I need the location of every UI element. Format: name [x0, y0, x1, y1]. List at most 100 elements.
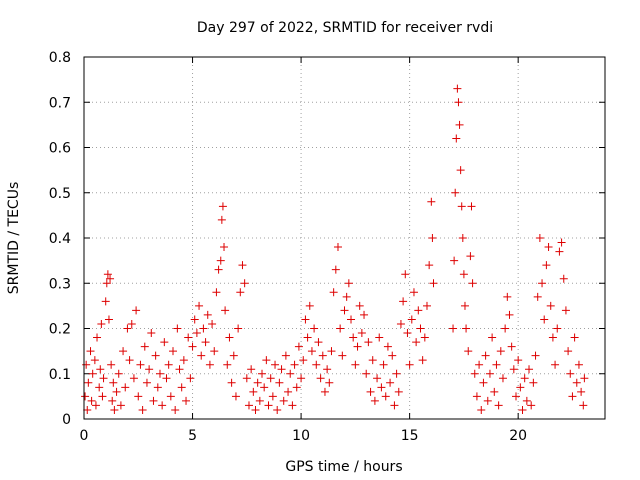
data-point	[253, 378, 262, 387]
data-point	[455, 120, 464, 129]
data-point	[386, 378, 395, 387]
x-tick-label: 0	[80, 428, 89, 444]
data-point	[485, 369, 494, 378]
data-point	[377, 383, 386, 392]
data-point	[329, 288, 338, 297]
data-point	[225, 333, 234, 342]
data-point	[201, 338, 210, 347]
data-point	[566, 369, 575, 378]
data-point	[468, 279, 477, 288]
x-tick-label: 15	[401, 428, 419, 444]
data-point	[155, 369, 164, 378]
data-point	[147, 329, 156, 338]
data-point	[229, 351, 238, 360]
data-point	[452, 134, 461, 143]
data-point	[425, 261, 434, 270]
y-tick-label: 0.3	[49, 276, 71, 292]
data-point	[355, 301, 364, 310]
data-point	[262, 356, 271, 365]
data-point	[162, 374, 171, 383]
data-point	[258, 369, 267, 378]
data-point	[501, 324, 510, 333]
data-point	[577, 387, 586, 396]
y-tick-label: 0.4	[49, 231, 71, 247]
data-point	[470, 369, 479, 378]
data-point	[544, 243, 553, 252]
data-point	[405, 360, 414, 369]
data-point	[84, 378, 93, 387]
data-point	[132, 306, 141, 315]
data-point	[466, 252, 475, 261]
data-point	[338, 351, 347, 360]
data-point	[529, 378, 538, 387]
data-point	[454, 98, 463, 107]
data-point	[453, 84, 462, 93]
data-point	[507, 342, 516, 351]
data-point	[119, 347, 128, 356]
data-point	[203, 310, 212, 319]
data-point	[151, 351, 160, 360]
x-tick-label: 20	[509, 428, 527, 444]
data-point	[212, 288, 221, 297]
data-point	[223, 360, 232, 369]
data-point	[366, 387, 375, 396]
data-point	[553, 324, 562, 333]
data-point	[236, 288, 245, 297]
data-point	[396, 319, 405, 328]
data-point	[125, 356, 134, 365]
data-point	[564, 347, 573, 356]
data-point	[561, 306, 570, 315]
data-point	[516, 383, 525, 392]
data-point	[190, 315, 199, 324]
data-point	[422, 301, 431, 310]
data-point	[460, 301, 469, 310]
data-point	[192, 329, 201, 338]
data-point	[214, 265, 223, 274]
data-point	[538, 279, 547, 288]
data-point	[91, 401, 100, 410]
data-point	[403, 329, 412, 338]
data-point	[514, 356, 523, 365]
data-point	[107, 360, 116, 369]
data-point	[116, 401, 125, 410]
data-point	[490, 387, 499, 396]
x-axis-label: GPS time / hours	[285, 459, 402, 475]
chart-title: Day 297 of 2022, SRMTID for receiver rvd…	[197, 20, 493, 36]
data-point	[260, 383, 269, 392]
data-point	[95, 383, 104, 392]
data-point	[373, 374, 382, 383]
data-point	[273, 405, 282, 414]
data-point	[251, 405, 260, 414]
data-point	[483, 396, 492, 405]
data-point	[303, 333, 312, 342]
y-axis-label: SRMTID / TECUs	[6, 182, 22, 295]
data-point	[357, 329, 366, 338]
data-point	[548, 333, 557, 342]
data-point	[218, 202, 227, 211]
data-point	[264, 401, 273, 410]
data-point	[505, 310, 514, 319]
data-point	[136, 360, 145, 369]
data-point	[522, 396, 531, 405]
y-tick-label: 0.1	[49, 367, 71, 383]
data-point	[579, 401, 588, 410]
data-point	[472, 392, 481, 401]
grid-lines	[84, 57, 605, 419]
data-point	[381, 392, 390, 401]
data-point	[129, 374, 138, 383]
data-point	[160, 338, 169, 347]
data-point	[570, 333, 579, 342]
data-point	[333, 243, 342, 252]
data-point	[412, 338, 421, 347]
data-point	[127, 319, 136, 328]
data-point	[216, 256, 225, 265]
data-point	[375, 333, 384, 342]
data-point	[87, 396, 96, 405]
data-point	[244, 401, 253, 410]
data-point	[158, 401, 167, 410]
data-point	[292, 383, 301, 392]
y-tick-label: 0	[62, 412, 71, 428]
x-tick-label: 5	[188, 428, 197, 444]
data-point	[325, 378, 334, 387]
